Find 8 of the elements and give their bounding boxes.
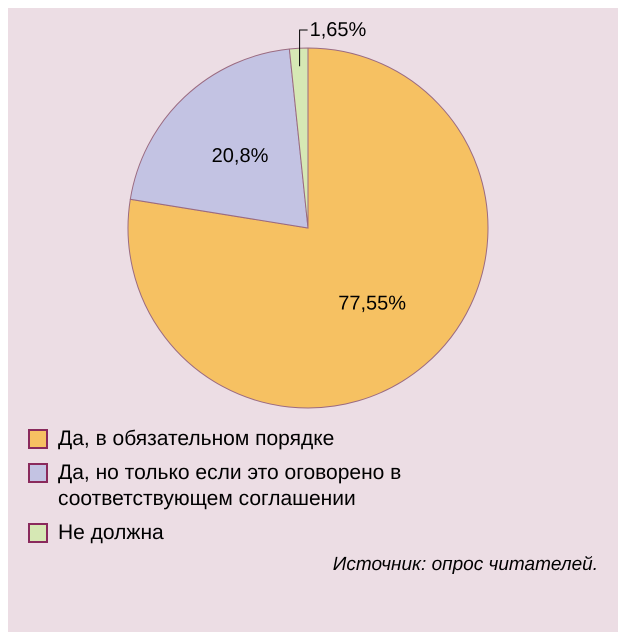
data-label: 77,55%	[338, 292, 406, 314]
pie-slice	[128, 48, 488, 408]
legend-label: Да, в обязательном порядке	[58, 426, 336, 452]
legend-label: Не должна	[58, 520, 165, 546]
legend-label: Да, но только если это оговорено в соответствующем соглашении	[58, 460, 402, 512]
data-label: 20,8%	[212, 145, 269, 168]
data-label: 1,65%	[310, 19, 367, 41]
text: Источник: опрос читателей.	[332, 554, 599, 576]
